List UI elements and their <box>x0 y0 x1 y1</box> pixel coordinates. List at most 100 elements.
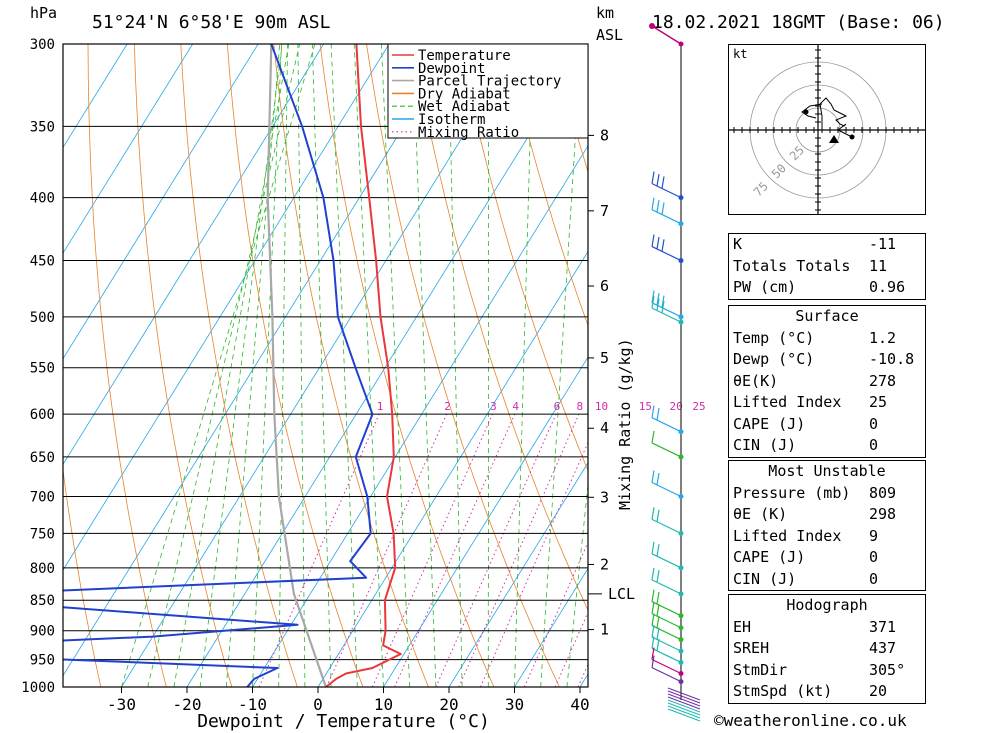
km-tick-label: 3 <box>600 488 609 506</box>
sounding-datetime: 18.02.2021 18GMT (Base: 06) <box>652 12 945 33</box>
most-unstable-title: Most Unstable <box>768 462 886 480</box>
surface-row-value: 0 <box>869 436 879 454</box>
surface-row-label: θE(K) <box>733 371 779 390</box>
legend-entry-label: Isotherm <box>418 112 485 128</box>
temperature-tick-label: 10 <box>374 695 393 714</box>
temperature-tick-label: 40 <box>570 695 589 714</box>
wind-barb <box>651 567 682 595</box>
lcl-label: LCL <box>608 585 635 603</box>
surface-row-label: Lifted Index <box>733 393 842 411</box>
pressure-tick-label: 700 <box>30 490 55 506</box>
hodograph-start-dot <box>803 109 809 115</box>
wet-adiabat-line <box>514 44 534 687</box>
km-tick-label: 4 <box>600 419 609 437</box>
wind-barb-surface <box>667 696 701 710</box>
wind-barb <box>651 507 682 534</box>
temperature-tick-label: -20 <box>173 695 202 714</box>
wet-adiabat-line <box>448 44 463 687</box>
mixing-ratio-line <box>435 413 557 687</box>
mixing-ratio-tick-label: 6 <box>554 400 561 413</box>
index-tt-label: Totals Totals <box>733 256 851 275</box>
wet-adiabat-line <box>566 480 588 687</box>
isotherm-line <box>63 44 324 466</box>
hpa-axis-title: hPa <box>30 4 58 22</box>
credit-link[interactable]: ©weatheronline.co.uk <box>714 711 907 730</box>
wind-barb <box>651 430 682 458</box>
wet-adiabat-line <box>278 44 288 687</box>
wind-barb <box>651 613 682 641</box>
hodo-row-label: StmSpd (kt) <box>733 682 833 700</box>
mixing-ratio-tick-label: 4 <box>512 400 519 413</box>
temperature-tick-label: 0 <box>313 695 323 714</box>
wind-barb <box>651 636 682 663</box>
mu-row-label: CIN (J) <box>733 569 797 588</box>
mixing-ratio-axis-label: Mixing Ratio (g/kg) <box>616 338 634 510</box>
mixing-ratio-tick-label: 1 <box>377 400 384 413</box>
surface-table: Surface Temp (°C) 1.2 Dewp (°C) -10.8 θE(K… <box>728 305 926 458</box>
wind-barb <box>651 541 682 569</box>
mu-row-value: 0 <box>869 548 879 566</box>
surface-row-label: Dewp (°C) <box>733 350 815 368</box>
pressure-tick-label: 850 <box>30 593 55 609</box>
wind-level-dot <box>649 23 655 29</box>
mu-row-label: θE (K) <box>733 505 788 523</box>
isotherm-line <box>448 462 588 687</box>
km-tick-label: 8 <box>600 126 609 144</box>
mu-row-value: 809 <box>869 483 897 502</box>
km-tick-label: 6 <box>600 277 609 295</box>
wind-barb <box>651 601 682 629</box>
dewpoint-line <box>63 44 374 687</box>
temperature-line <box>325 44 402 687</box>
mu-row-label: Pressure (mb) <box>733 483 851 502</box>
dry-adiabat-line <box>505 44 588 327</box>
wind-level-dot <box>678 41 684 47</box>
pressure-tick-label: 600 <box>30 407 55 423</box>
pressure-tick-label: 550 <box>30 361 55 377</box>
hodo-row-label: StmDir <box>733 660 788 679</box>
wind-barb-surface <box>667 705 701 719</box>
hodo-row-value: 305° <box>869 660 906 679</box>
surface-row-value: 278 <box>869 371 897 390</box>
storm-motion-marker <box>829 135 839 143</box>
mixing-ratio-tick-label: 25 <box>692 400 705 413</box>
surface-title: Surface <box>795 307 859 325</box>
wind-barb <box>651 589 682 617</box>
isotherm-line <box>186 44 586 687</box>
surface-row-label: Temp (°C) <box>733 328 815 347</box>
wet-adiabat-line <box>381 44 411 687</box>
wet-adiabat-line <box>412 44 437 687</box>
indices-table: K -11 Totals Totals 11 PW (cm) 0.96 <box>728 233 926 300</box>
mu-row-value: 0 <box>869 569 879 588</box>
wind-barb-surface <box>667 702 701 716</box>
isotherm-line <box>121 44 521 687</box>
hodograph-unit-label: kt <box>733 47 747 61</box>
mixing-ratio-line <box>326 413 447 687</box>
hodograph-end-dot <box>849 134 855 140</box>
wind-barb <box>651 296 682 323</box>
isotherm-line <box>63 44 259 360</box>
mixing-ratio-tick-label: 20 <box>670 400 683 413</box>
wind-barb <box>651 171 682 199</box>
wind-barb <box>651 197 682 225</box>
most-unstable-table: Most Unstable Pressure (mb) 809 θE (K) 298… <box>728 460 926 591</box>
mixing-ratio-line <box>523 541 588 687</box>
km-tick-label: 2 <box>600 555 609 573</box>
wind-barb <box>651 655 682 683</box>
index-k-label: K <box>733 235 743 253</box>
legend-entry-label: Temperature <box>418 48 511 64</box>
surface-row-value: -10.8 <box>869 350 915 368</box>
mixing-ratio-tick-label: 3 <box>490 400 497 413</box>
index-tt-value: 11 <box>869 256 888 275</box>
legend-entry-label: Mixing Ratio <box>418 125 519 141</box>
pressure-tick-label: 400 <box>30 191 55 207</box>
isotherm-line <box>63 44 193 254</box>
mixing-ratio-line <box>554 610 588 687</box>
temperature-tick-label: 30 <box>505 695 524 714</box>
mu-row-value: 298 <box>869 505 897 523</box>
temperature-tick-label: -30 <box>107 695 136 714</box>
temperature-tick-label: -10 <box>238 695 267 714</box>
surface-row-value: 25 <box>869 393 888 411</box>
pressure-tick-label: 900 <box>30 624 55 640</box>
pressure-tick-label: 650 <box>30 450 55 466</box>
